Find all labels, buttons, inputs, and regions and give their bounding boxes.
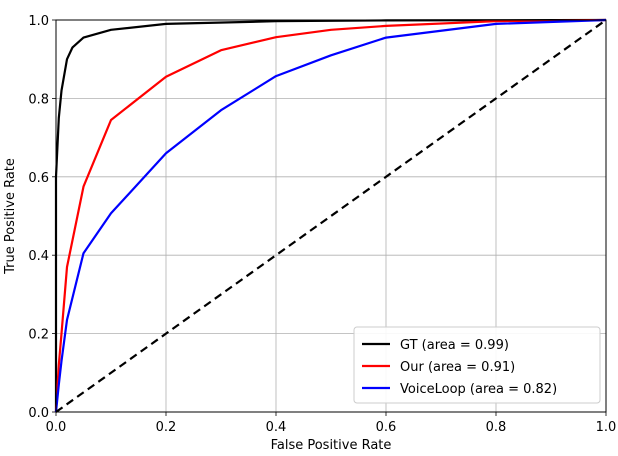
legend: GT (area = 0.99) Our (area = 0.91) VoiceLo…: [353, 326, 601, 404]
y-axis-label: True Positive Rate: [3, 158, 18, 275]
legend-label: GT (area = 0.99): [400, 338, 509, 353]
series-line-1: [54, 18, 607, 413]
y-tick-label: 0.4: [28, 249, 49, 264]
plot-frame: [55, 19, 607, 413]
y-tick-label: 0.6: [28, 171, 49, 186]
y-tick-label: 1.0: [28, 14, 49, 29]
y-tick-label: 0.8: [28, 92, 49, 107]
x-tick-label: 0.6: [376, 420, 397, 435]
x-tick-label: 0.8: [486, 420, 507, 435]
x-tick-label: 0.0: [46, 420, 67, 435]
x-tick-label: 0.4: [266, 420, 287, 435]
legend-box: [353, 326, 601, 404]
x-tick-label: 1.0: [596, 420, 617, 435]
legend-label: Our (area = 0.91): [400, 360, 515, 375]
x-tick-label: 0.2: [156, 420, 177, 435]
series-line-2: [54, 18, 607, 413]
diagonal-reference-line: [55, 19, 607, 413]
y-tick-label: 0.0: [28, 406, 49, 421]
legend-label: VoiceLoop (area = 0.82): [400, 382, 557, 397]
series-line-0: [54, 18, 607, 412]
x-axis-label: False Positive Rate: [271, 438, 392, 453]
y-tick-label: 0.2: [28, 328, 49, 343]
